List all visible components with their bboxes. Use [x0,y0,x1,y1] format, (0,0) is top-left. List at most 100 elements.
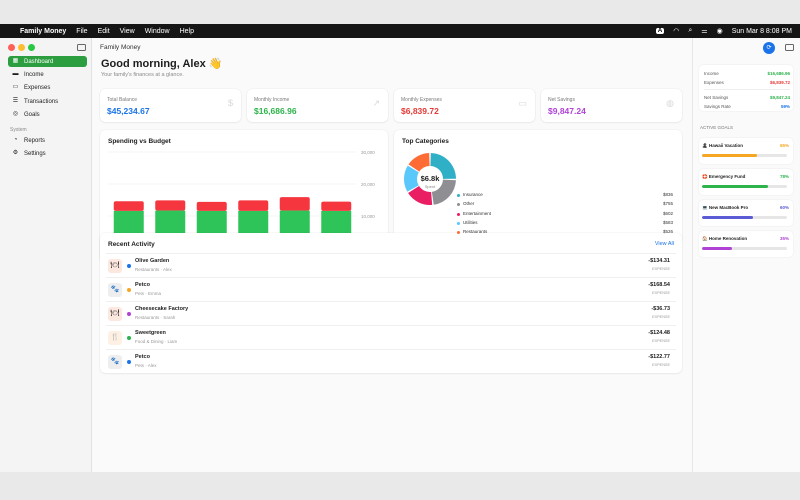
activity-row[interactable]: 🍴 Sweetgreen Food & Dining · Liam -$124.48 E… [106,325,676,349]
donut-center-value: $6.8k [420,174,440,183]
stat-card-net-savings[interactable]: Net Savings $9,847.24 ◍ [541,89,682,122]
goal-name: 🏠 Home Renovation [702,236,747,242]
legend-dot [457,212,460,216]
y-tick-label: 10,000 [361,214,375,219]
stat-card-total-balance[interactable]: Total Balance $45,234.67 $ [100,89,241,122]
sync-button[interactable]: ⟳ [763,42,775,54]
wifi-icon[interactable]: ◠ [673,28,680,35]
stat-card-monthly-income[interactable]: Monthly Income $16,686.96 ↗ [247,89,388,122]
goal-name: 💻 New MacBook Pro [702,205,748,211]
sidebar-item-dashboard[interactable]: ▦ Dashboard [8,56,87,67]
activity-subtitle: Pets · Emma [135,291,162,296]
stat-card-monthly-expenses[interactable]: Monthly Expenses $6,839.72 ▭ [394,89,535,122]
goal-card[interactable]: 🏝 Hawaii Vacation 65% [699,138,793,164]
stat-label: Monthly Expenses [401,97,442,103]
sidebar-item-goals[interactable]: ◎ Goals [8,109,87,120]
menu-help[interactable]: Help [179,27,194,35]
activity-amount: -$36.73 [651,306,670,312]
menu-edit[interactable]: Edit [97,27,110,35]
stat-label: Net Savings [548,97,575,103]
goals-heading: ACTIVE GOALS [700,125,734,130]
goal-card[interactable]: 🏠 Home Renovation 35% [699,231,793,257]
bar-segment [113,201,144,211]
bar-segment [238,200,269,211]
minimize-window-button[interactable] [18,44,25,51]
close-window-button[interactable] [8,44,15,51]
legend-value: $836 [662,192,673,197]
member-dot [127,288,131,292]
categories-donut-chart [404,153,456,205]
goal-progress-fill [702,185,769,188]
donut-slice [404,165,419,192]
goal-label: New MacBook Pro [708,205,749,210]
menu-app-name[interactable]: Family Money [20,27,67,35]
list-icon: ☰ [12,98,19,104]
bar-segment [196,201,227,211]
activity-row[interactable]: 🐾 Petco Pets · Alex -$122.77 EXPENSE [106,349,676,373]
legend-value: $583 [662,219,673,225]
sidebar-item-transactions[interactable]: ☰ Transactions [8,96,87,107]
activity-row[interactable]: 🍽 Cheesecake Factory Restaurants · Sarah -$… [106,301,676,325]
legend-label: Entertainment [463,210,492,216]
donut-slice [408,186,433,205]
sidebar-item-label: Goals [24,111,40,118]
user-icon[interactable]: ◉ [716,28,723,35]
fork-icon: 🍴 [108,331,122,345]
summary-row: Net Savings $9,847.24 [704,95,790,102]
goal-card[interactable]: 💻 New MacBook Pro 60% [699,200,793,226]
summary-value: $6,839.72 [769,80,790,85]
summary-value: 59% [780,104,790,109]
spotlight-icon[interactable]: ⌕ [688,27,693,34]
activity-subtitle: Pets · Alex [135,363,157,368]
legend-value: $526 [662,229,673,235]
keyboard-input-icon[interactable]: A [655,28,665,34]
stat-value: $9,847.24 [548,106,586,116]
stat-value: $6,839.72 [401,106,439,116]
sidebar-item-label: Settings [24,150,46,157]
window-title: Family Money [100,44,141,51]
sidebar: ▦ Dashboard ▬ Income ▭ Expenses ☰ Transa… [0,38,92,472]
goal-icon: 💻 [702,205,709,210]
goal-card[interactable]: 🛟 Emergency Fund 78% [699,169,793,195]
legend-item: Entertainment $602 [457,211,673,219]
goal-label: Emergency Fund [708,174,746,179]
legend-label: Insurance [463,192,483,197]
chart-title: Spending vs Budget [108,138,171,145]
menu-view[interactable]: View [119,27,135,35]
menu-file[interactable]: File [76,27,88,35]
activity-row[interactable]: 🍽 Olive Garden Restaurants · Alex -$134.31 E… [106,253,676,277]
control-center-icon[interactable]: ⚌ [701,28,708,35]
view-all-link[interactable]: View All [654,241,674,247]
menu-window[interactable]: Window [144,27,170,35]
sidebar-item-reports[interactable]: ◔ Reports [8,135,87,146]
donut-slice [430,153,456,179]
activity-amount: -$168.54 [648,282,670,288]
activity-row[interactable]: 🐾 Petco Pets · Emma -$168.54 EXPENSE [106,277,676,301]
member-dot [127,336,131,340]
activity-subtitle: Food & Dining · Liam [135,339,178,344]
inspector-toggle-icon[interactable] [785,44,794,51]
summary-row: Income $16,686.96 [704,71,790,78]
y-tick-label: 20,000 [361,182,375,187]
utensils-icon: 🍽 [108,307,122,321]
goal-progress-bar [702,247,787,250]
activity-type: EXPENSE [652,315,670,319]
sidebar-item-income[interactable]: ▬ Income [8,69,87,80]
goal-name: 🏝 Hawaii Vacation [702,143,743,149]
sidebar-item-settings[interactable]: ⚙ Settings [8,148,87,159]
activity-name: Petco [135,282,150,288]
zoom-window-button[interactable] [28,44,35,51]
sidebar-item-label: Reports [24,137,46,144]
summary-divider [704,89,790,90]
paw-icon: 🐾 [108,355,122,369]
sidebar-toggle-icon[interactable] [77,44,86,51]
recent-activity-card: Recent Activity View All 🍽 Olive Garden Re… [100,233,682,373]
categories-title: Top Categories [402,138,449,145]
y-tick-label: 30,000 [361,150,375,155]
donut-slice [431,179,456,205]
sidebar-item-expenses[interactable]: ▭ Expenses [8,82,87,93]
goal-label: Home Renovation [708,236,748,241]
chart-up-icon: ↗ [372,98,380,108]
page-subtitle: Your family's finances at a glance. [101,72,184,78]
menubar-clock[interactable]: Sun Mar 8 8:08 PM [731,27,792,35]
